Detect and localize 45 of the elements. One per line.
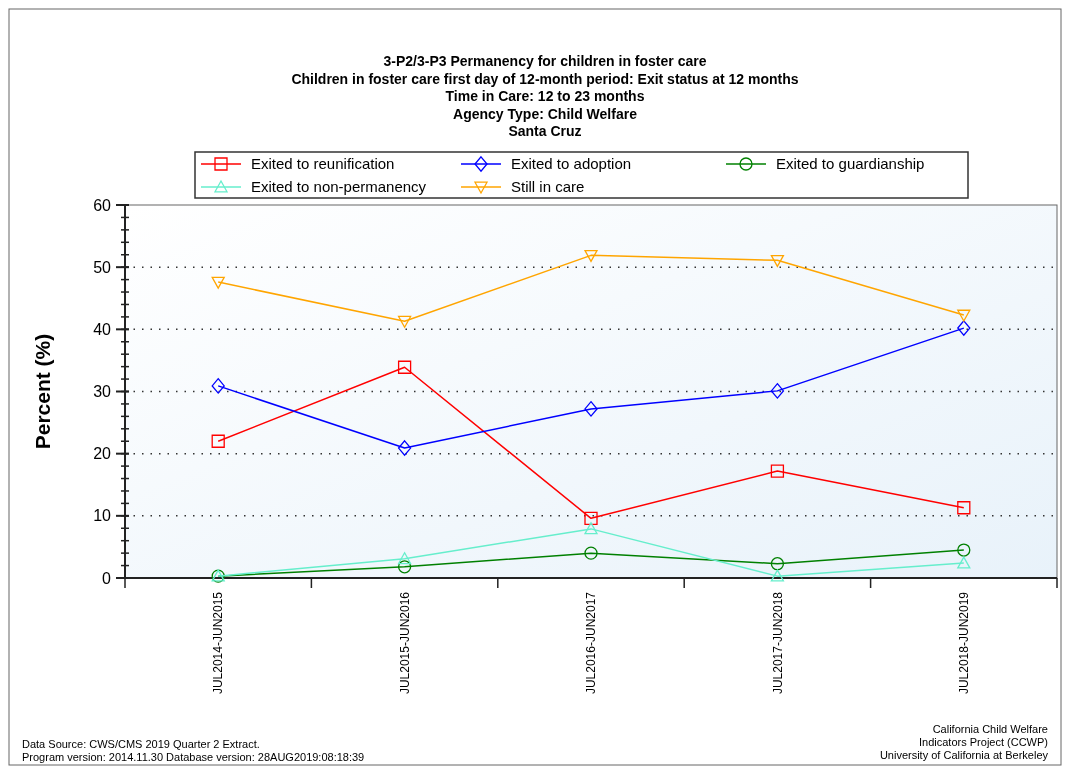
point bbox=[211, 434, 225, 448]
y-tick-label: 30 bbox=[93, 383, 112, 401]
y-tick-label: 60 bbox=[93, 196, 112, 214]
x-tick-label: JUL2018-JUN2019 bbox=[957, 591, 971, 695]
point bbox=[957, 320, 971, 336]
legend-label: Exited to guardianship bbox=[776, 155, 925, 173]
legend-label: Exited to adoption bbox=[511, 155, 632, 173]
point bbox=[584, 249, 598, 262]
legend-label: Still in care bbox=[511, 178, 585, 196]
x-tick-label: JUL2014-JUN2015 bbox=[211, 591, 226, 695]
legend-label: Exited to non-permanency bbox=[251, 178, 427, 196]
point bbox=[211, 276, 225, 289]
point bbox=[957, 543, 971, 557]
y-tick-label: 0 bbox=[102, 569, 112, 587]
point bbox=[397, 440, 412, 456]
x-tick-label: JUL2017-JUN2018 bbox=[770, 591, 785, 695]
text: California Child Welfare Indicators Project (CCWP) University of California at Berkeley bbox=[879, 723, 1049, 761]
point bbox=[770, 557, 785, 571]
point bbox=[957, 501, 971, 515]
point bbox=[957, 309, 971, 322]
point bbox=[397, 360, 412, 374]
point bbox=[397, 552, 412, 565]
point bbox=[397, 315, 412, 328]
point bbox=[397, 560, 412, 574]
y-tick-label: 50 bbox=[93, 258, 112, 276]
point bbox=[584, 546, 598, 560]
source-note: Data Source: CWS/CMS 2019 Quarter 2 Extract. Program version: 2014.11.30 Database version: 28AUG2019:08:18:39 bbox=[22, 738, 365, 763]
point bbox=[770, 383, 785, 399]
y-axis-title: Percent (%) bbox=[31, 333, 54, 450]
point bbox=[770, 254, 785, 267]
point bbox=[770, 464, 785, 478]
point bbox=[770, 569, 785, 582]
chart-title: 3-P2/3-P3 Permanency for children in foster care bbox=[383, 53, 707, 69]
point bbox=[584, 511, 598, 525]
x-tick-label: JUL2016-JUN2017 bbox=[584, 591, 599, 695]
chart-subtitle: Children in foster care first day of 12-month period: Exit status at 12 months Time in Care: 12 to 23 months Agency Type: Child Welfare Santa Cruz bbox=[291, 70, 799, 139]
y-tick-label: 20 bbox=[93, 445, 112, 463]
y-tick-label: 40 bbox=[93, 320, 112, 338]
x-tick-label: JUL2015-JUN2016 bbox=[397, 591, 412, 695]
y-tick-label: 10 bbox=[93, 507, 112, 525]
point bbox=[957, 556, 971, 569]
point bbox=[211, 378, 225, 394]
point bbox=[584, 522, 598, 535]
legend-label: Exited to reunification bbox=[251, 155, 395, 173]
point bbox=[584, 401, 598, 417]
